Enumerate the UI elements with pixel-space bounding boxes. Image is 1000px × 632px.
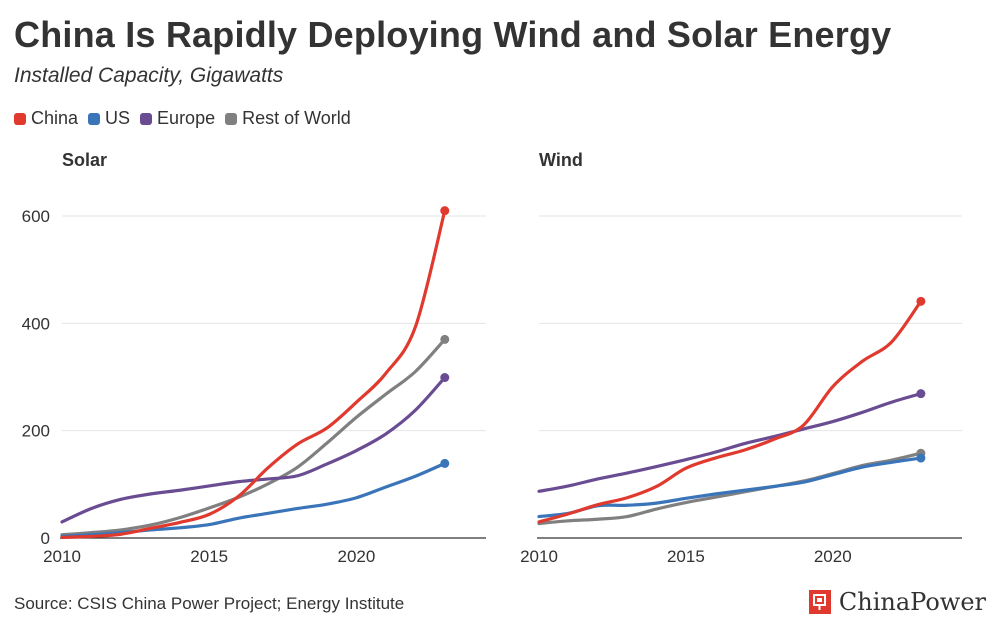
chart-title: China Is Rapidly Deploying Wind and Sola… [14,14,892,55]
wind-line-us [537,456,923,519]
chinapower-logo-text: ChinaPower [838,588,986,616]
wind-endpoint-us [916,453,926,463]
legend-item-us: US [88,108,130,129]
solar-endpoint-rest-of-world [440,334,450,344]
legend-label-rest-of-world: Rest of World [242,108,351,128]
solar-panel-title: Solar [62,150,107,170]
solar-x-tick-label: 2010 [43,547,81,566]
wind-endpoint-europe [916,389,926,399]
source-note: Source: CSIS China Power Project; Energy… [14,594,405,613]
solar-y-tick-label: 0 [41,529,50,548]
solar-y-tick-label: 400 [22,314,50,333]
wind-x-tick-label: 2020 [814,547,852,566]
legend-item-europe: Europe [140,108,215,129]
chinapower-logo: ChinaPower [808,588,986,616]
legend: China US Europe Rest of World [14,108,361,129]
solar-endpoint-europe [440,373,450,383]
wind-line-rest-of-world [537,451,923,526]
solar-endpoint-china [440,206,450,216]
legend-swatch-china [14,112,26,125]
solar-x-tick-label: 2015 [190,547,228,566]
legend-swatch-us [88,112,101,125]
legend-label-europe: Europe [157,108,216,128]
legend-item-china: China [14,108,78,129]
wind-endpoint-china [916,296,926,306]
wind-panel-title: Wind [539,150,583,170]
legend-label-us: US [105,108,131,128]
solar-panel: Solar 0 200 400 600 2010 2015 2020 [22,150,486,566]
solar-line-rest-of-world [60,337,447,537]
wind-x-tick-label: 2015 [667,547,705,566]
solar-line-europe [60,375,447,524]
legend-item-rest-of-world: Rest of World [225,108,351,129]
chart-subtitle: Installed Capacity, Gigawatts [14,64,284,87]
legend-label-china: China [31,108,79,128]
wind-x-tick-label: 2010 [520,547,558,566]
chart-area: Solar 0 200 400 600 2010 2015 2020 Wind 2010 2015 2… [22,150,962,566]
solar-y-tick-label: 600 [22,207,50,226]
solar-endpoint-us [440,458,450,468]
wind-line-china [537,299,923,524]
chinapower-logo-icon [808,590,831,614]
legend-swatch-europe [140,112,153,125]
legend-swatch-rest-of-world [225,112,238,125]
solar-x-tick-label: 2020 [338,547,376,566]
wind-line-europe [537,392,923,493]
wind-panel: Wind 2010 2015 2020 [520,150,962,566]
solar-y-tick-label: 200 [22,422,50,441]
solar-line-china [60,209,447,540]
